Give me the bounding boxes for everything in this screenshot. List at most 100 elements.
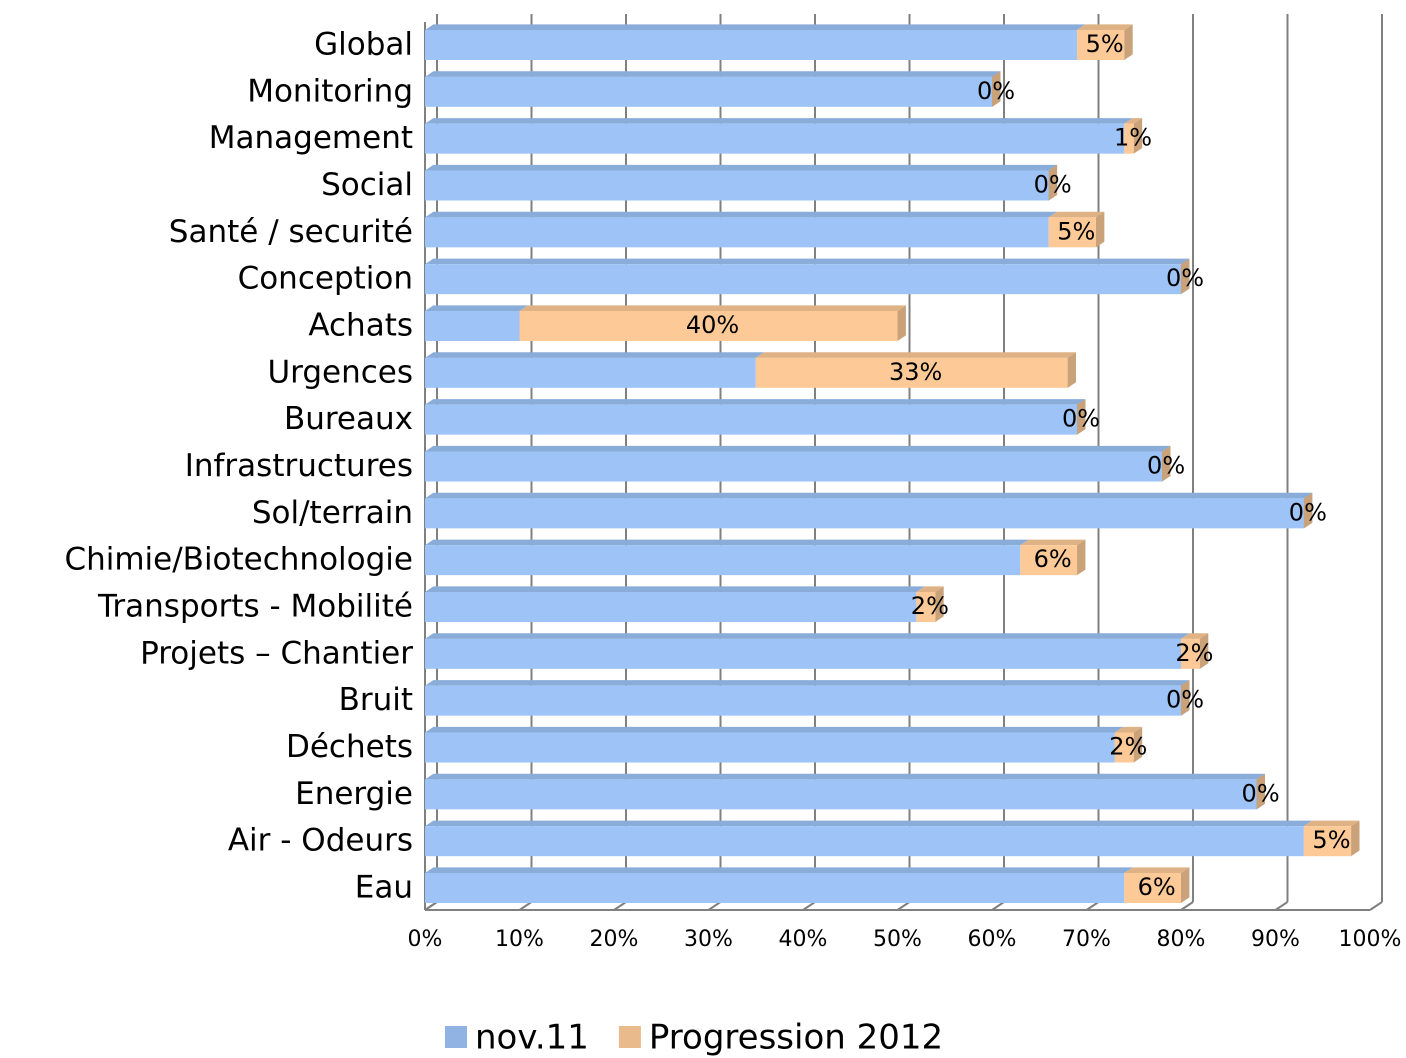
category-label: Social — [321, 167, 413, 203]
bar-top — [425, 680, 1190, 686]
grid-foot — [1274, 901, 1289, 911]
grid-foot — [1369, 901, 1383, 911]
bar-top — [1020, 539, 1086, 546]
category-label: Global — [314, 27, 413, 63]
value-label: 5% — [1312, 826, 1350, 854]
category-label: Bruit — [339, 682, 413, 718]
value-label: 6% — [1034, 545, 1072, 573]
x-tick-label: 90% — [1251, 927, 1300, 952]
bar — [425, 352, 765, 388]
bar-front — [755, 357, 1068, 388]
bar-front — [519, 311, 898, 341]
bar-side — [935, 586, 944, 622]
category-label: Conception — [238, 261, 413, 297]
category-label: Sol/terrain — [252, 495, 413, 531]
category-label: Monitoring — [247, 73, 413, 109]
bar — [1077, 24, 1133, 60]
bar — [425, 258, 1190, 295]
bar — [425, 773, 1265, 810]
bar-top — [425, 539, 1029, 546]
bar — [425, 539, 1029, 576]
category-label: Energie — [295, 776, 413, 812]
bar-top — [425, 118, 1133, 124]
bar-top — [519, 305, 906, 311]
bar-front — [1303, 826, 1352, 857]
bar-front — [425, 357, 756, 388]
bar-top — [425, 445, 1171, 452]
bar — [1124, 867, 1190, 903]
bar-side — [1162, 445, 1171, 482]
bar-side — [1124, 24, 1133, 60]
x-tick-label: 50% — [873, 927, 922, 952]
bar — [425, 24, 1086, 60]
value-label: 0% — [1147, 452, 1185, 480]
bar-front — [916, 592, 936, 622]
x-tick-label: 20% — [590, 927, 639, 952]
bar — [425, 399, 1086, 435]
bar-front — [425, 638, 1181, 669]
bar-top — [425, 24, 1086, 30]
grid-foot — [1180, 901, 1194, 911]
grid-foot — [424, 901, 438, 911]
bar — [425, 492, 1313, 529]
bar — [1048, 211, 1105, 248]
bar — [425, 118, 1133, 154]
x-tick-label: 0% — [408, 927, 443, 952]
value-label: 0% — [1289, 498, 1327, 526]
value-label: 0% — [1034, 171, 1072, 199]
grid-foot — [896, 901, 911, 911]
category-label: Air - Odeurs — [228, 823, 413, 859]
bar-side — [1256, 773, 1265, 810]
bar-front — [425, 170, 1049, 201]
bar-front — [1181, 638, 1200, 669]
value-label: 0% — [1166, 264, 1204, 292]
bar-top — [425, 492, 1313, 499]
bar — [755, 352, 1076, 388]
bar-front — [1077, 30, 1125, 60]
category-label: Infrastructures — [185, 448, 413, 484]
bar-top — [1181, 633, 1209, 639]
bar-top — [425, 586, 925, 592]
bar-top — [425, 633, 1190, 639]
bar-top — [1124, 867, 1190, 873]
bar-top — [425, 352, 765, 358]
bar — [992, 71, 1001, 107]
value-label: 2% — [1175, 639, 1213, 667]
bar — [1020, 539, 1086, 576]
bar — [1048, 164, 1058, 201]
bar — [1303, 820, 1360, 857]
bar-top — [1077, 24, 1133, 30]
legend-label: nov.11 — [475, 1018, 589, 1058]
bar-side — [1181, 680, 1190, 716]
legend-swatch — [618, 1026, 641, 1048]
value-label: 1% — [1114, 124, 1152, 152]
bar-front — [425, 685, 1181, 716]
bar-side — [992, 71, 1001, 107]
bar — [1114, 726, 1143, 763]
bar — [425, 867, 1133, 903]
bar — [425, 445, 1171, 482]
bar — [1181, 258, 1190, 295]
bar-front — [425, 123, 1125, 154]
bar-front — [425, 404, 1078, 435]
bar-side — [1048, 164, 1058, 201]
bar-side — [1303, 492, 1313, 529]
category-label: Urgences — [267, 354, 413, 390]
bar-front — [1048, 217, 1096, 248]
bar-top — [425, 164, 1058, 171]
grid-foot — [707, 901, 722, 911]
bar-side — [1133, 726, 1143, 763]
bar-front — [1124, 123, 1134, 154]
bar — [425, 820, 1313, 857]
category-label: Santé / securité — [169, 214, 413, 250]
category-label: Déchets — [286, 729, 413, 765]
bar-side — [1181, 867, 1190, 903]
bar-front — [1114, 732, 1134, 763]
bar — [425, 71, 1001, 107]
value-label: 0% — [1062, 405, 1100, 433]
bar-side — [1351, 820, 1360, 857]
grid-foot — [802, 901, 816, 911]
bar — [519, 305, 906, 341]
bar-top — [1114, 726, 1143, 733]
bar-top — [425, 305, 528, 311]
